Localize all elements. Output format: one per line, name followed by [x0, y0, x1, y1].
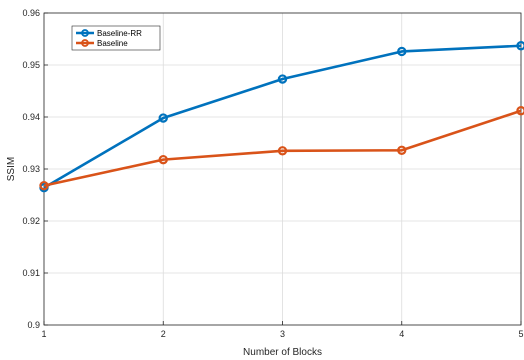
series-group [39, 41, 524, 193]
legend-marker [81, 29, 89, 37]
axis-ticks: 1 2 3 4 5 0.9 0.91 0.92 0.93 0.94 0.95 0.96 [22, 8, 523, 339]
y-tick-label: 0.93 [22, 164, 40, 174]
data-point [277, 74, 288, 84]
y-tick-label: 0.94 [22, 112, 40, 122]
x-axis-label: Number of Blocks [243, 347, 322, 358]
y-axis-label: SSIM [6, 157, 17, 181]
legend-marker [81, 39, 89, 47]
legend-label: Baseline [97, 39, 128, 48]
y-tick-label: 0.9 [27, 320, 40, 330]
y-tick-label: 0.92 [22, 216, 40, 226]
series-line [43, 109, 522, 187]
data-point [397, 46, 407, 57]
x-tick-label: 5 [518, 329, 523, 339]
data-point [516, 41, 524, 51]
x-tick-label: 3 [280, 329, 285, 339]
data-point [158, 113, 168, 123]
x-tick-label: 1 [41, 329, 46, 339]
y-tick-label: 0.91 [22, 268, 40, 278]
x-tick-label: 2 [161, 329, 166, 339]
y-tick-label: 0.95 [22, 60, 40, 70]
data-point [158, 154, 168, 165]
y-tick-label: 0.96 [22, 8, 40, 18]
data-point [39, 180, 49, 191]
series-line [43, 44, 522, 189]
x-tick-label: 4 [399, 329, 404, 339]
legend-label: Baseline-RR [97, 29, 142, 38]
data-point [277, 146, 288, 156]
series-baseline [39, 106, 524, 191]
data-point [397, 145, 407, 155]
data-point [516, 106, 524, 116]
